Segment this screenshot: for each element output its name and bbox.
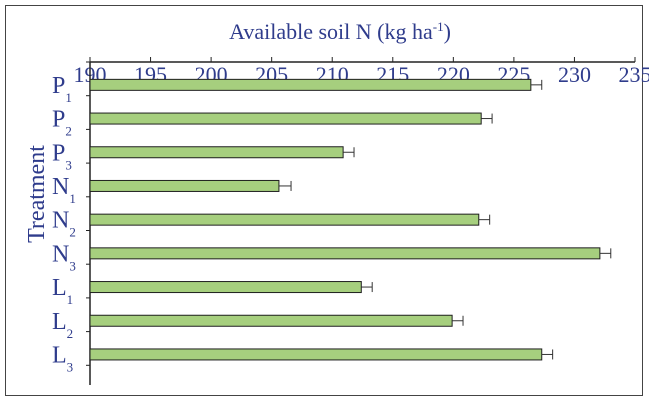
axis-title-y: Treatment <box>24 145 50 243</box>
x-tick-label: 235 <box>619 62 649 87</box>
category-label: N1 <box>52 174 76 206</box>
category-label: N3 <box>52 241 76 273</box>
category-label: P1 <box>52 73 72 105</box>
category-label: N2 <box>52 208 76 240</box>
bar <box>89 112 482 125</box>
category-label: L3 <box>52 342 73 374</box>
bar <box>89 146 344 159</box>
bar <box>89 247 601 260</box>
superscript: -1 <box>433 19 444 34</box>
bars-group <box>89 78 612 361</box>
bar <box>89 314 453 327</box>
bar <box>89 281 362 294</box>
bar <box>89 348 543 361</box>
x-tick-label: 230 <box>558 62 591 87</box>
chart-border <box>5 5 643 396</box>
category-label: L2 <box>52 309 73 341</box>
bar <box>89 78 532 91</box>
category-label: L1 <box>52 275 73 307</box>
axis-title-x: Available soil N (kg ha-1) <box>229 19 451 44</box>
category-label: P3 <box>52 140 72 172</box>
bar <box>89 213 480 226</box>
category-label: P2 <box>52 107 72 139</box>
bar <box>89 179 280 192</box>
